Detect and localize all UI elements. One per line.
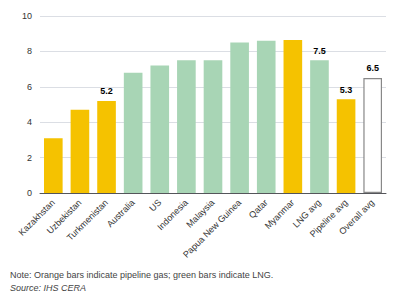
svg-text:Turkmenistan: Turkmenistan	[65, 197, 110, 242]
svg-text:4: 4	[27, 117, 32, 127]
svg-text:Uzbekistan: Uzbekistan	[45, 197, 84, 236]
svg-text:Kazakhstan: Kazakhstan	[16, 197, 57, 238]
svg-text:Malaysia: Malaysia	[184, 197, 217, 230]
svg-text:Myanmar: Myanmar	[263, 197, 297, 231]
svg-text:5.2: 5.2	[100, 86, 113, 96]
svg-text:US: US	[147, 197, 163, 213]
svg-text:Overall avg: Overall avg	[337, 197, 376, 236]
svg-text:Pipeline avg: Pipeline avg	[307, 197, 350, 240]
svg-text:8: 8	[27, 46, 32, 56]
svg-text:5.3: 5.3	[340, 85, 353, 95]
svg-text:Australia: Australia	[105, 197, 137, 229]
svg-text:7.5: 7.5	[313, 46, 326, 56]
svg-text:Source: IHS CERA: Source: IHS CERA	[10, 283, 86, 293]
svg-text:Indonesia: Indonesia	[155, 197, 190, 232]
svg-text:0: 0	[27, 188, 32, 198]
svg-text:LNG avg: LNG avg	[290, 197, 323, 230]
svg-text:10: 10	[22, 11, 32, 21]
svg-text:2: 2	[27, 153, 32, 163]
svg-text:Papua New Guinea: Papua New Guinea	[181, 197, 243, 259]
svg-text:Qatar: Qatar	[247, 197, 270, 220]
svg-text:Note: Orange bars indicate pip: Note: Orange bars indicate pipeline gas;…	[10, 270, 273, 280]
svg-text:6: 6	[27, 82, 32, 92]
svg-text:6.5: 6.5	[366, 63, 379, 73]
